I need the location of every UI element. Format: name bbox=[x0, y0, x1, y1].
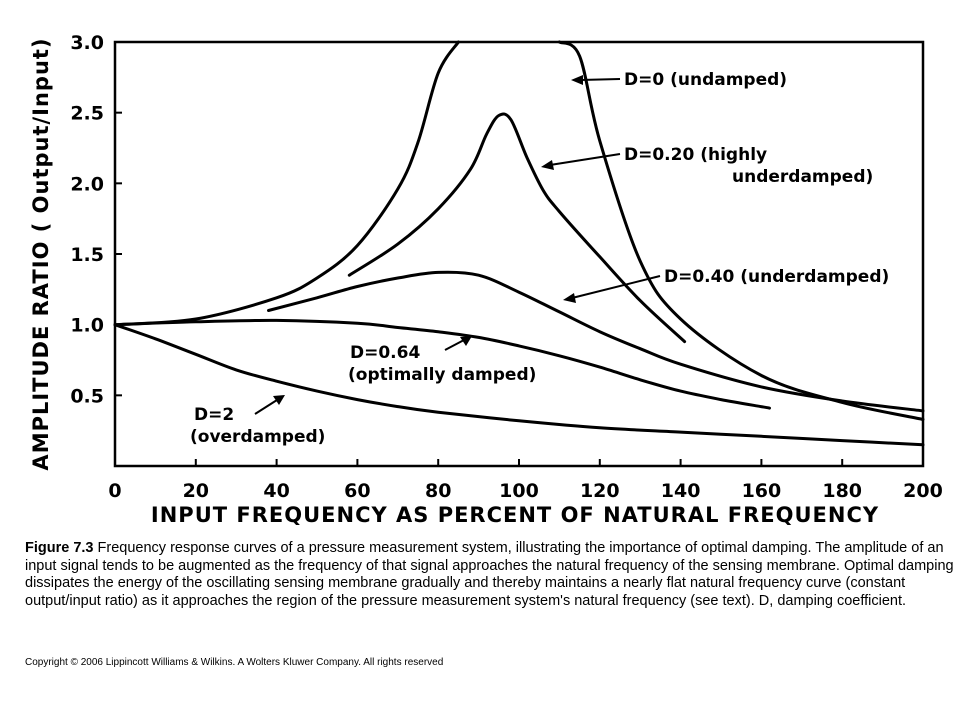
arrow-d040-head bbox=[563, 293, 576, 303]
annotation-d2-line1: D=2 bbox=[194, 405, 234, 425]
x-tick-label: 80 bbox=[425, 480, 451, 502]
series-d020-highly-underdamped bbox=[347, 112, 687, 344]
x-tick-label: 100 bbox=[499, 480, 539, 502]
annotation-d020-line1: D=0.20 (highly bbox=[624, 145, 767, 165]
caption-text: Frequency response curves of a pressure … bbox=[25, 540, 954, 609]
tick-layer: 0 20 40 60 80 100 120 140 160 180 200 0.5 1.0 1.5 2.0 2… bbox=[70, 32, 943, 502]
y-tick-label: 3.0 bbox=[70, 32, 104, 54]
y-axis-title: AMPLITUDE RATIO ( Output/Input) bbox=[29, 37, 53, 470]
y-tick-label: 1.5 bbox=[70, 244, 104, 266]
x-axis-title: INPUT FREQUENCY AS PERCENT OF NATURAL FR… bbox=[151, 503, 879, 527]
annotation-d064-line2: (optimally damped) bbox=[348, 365, 536, 385]
arrow-d064 bbox=[444, 339, 465, 351]
x-tick-label: 180 bbox=[822, 480, 862, 502]
x-tick-label: 40 bbox=[263, 480, 289, 502]
x-tick-label: 120 bbox=[580, 480, 620, 502]
arrow-d0 bbox=[579, 78, 621, 81]
y-tick-label: 2.5 bbox=[70, 103, 104, 125]
figure-caption: Figure 7.3 Frequency response curves of … bbox=[25, 540, 960, 610]
annotation-d064-line1: D=0.64 bbox=[350, 343, 420, 363]
series-layer bbox=[113, 40, 925, 447]
annotation-arrows bbox=[254, 75, 661, 415]
frequency-response-chart: 0 20 40 60 80 100 120 140 160 180 200 0.5 1.0 1.5 2.0 2… bbox=[29, 32, 943, 527]
arrow-d0-head bbox=[571, 75, 583, 85]
x-tick-label: 160 bbox=[742, 480, 782, 502]
annotation-d020-line2: underdamped) bbox=[732, 167, 873, 187]
figure-label: Figure 7.3 bbox=[25, 540, 94, 556]
x-tick-label: 0 bbox=[108, 480, 121, 502]
arrow-d020 bbox=[549, 153, 621, 166]
annotation-d040-line1: D=0.40 (underdamped) bbox=[664, 267, 889, 287]
arrow-d2-head bbox=[273, 395, 285, 405]
series-d064-optimally-damped bbox=[113, 318, 771, 410]
annotation-d0-line1: D=0 (undamped) bbox=[624, 70, 787, 90]
series-d040-underdamped bbox=[267, 270, 925, 413]
x-tick-label: 20 bbox=[183, 480, 209, 502]
y-tick-label: 0.5 bbox=[70, 385, 104, 407]
arrow-d064-head bbox=[460, 336, 472, 346]
series-d0-undamped-part-1 bbox=[113, 40, 460, 327]
arrow-d2 bbox=[254, 399, 278, 415]
series-d0-undamped-part-2 bbox=[557, 40, 925, 421]
plot-frame bbox=[113, 40, 925, 468]
x-tick-label: 140 bbox=[661, 480, 701, 502]
x-tick-label: 200 bbox=[903, 480, 943, 502]
y-tick-label: 2.0 bbox=[70, 173, 104, 195]
series-d2-overdamped bbox=[113, 323, 925, 447]
copyright-notice: Copyright © 2006 Lippincott Williams & W… bbox=[25, 657, 444, 668]
y-tick-label: 1.0 bbox=[70, 315, 104, 337]
arrow-d040 bbox=[571, 275, 661, 299]
arrow-d020-head bbox=[541, 160, 554, 170]
annotation-d2-line2: (overdamped) bbox=[190, 427, 325, 447]
x-tick-label: 60 bbox=[344, 480, 370, 502]
